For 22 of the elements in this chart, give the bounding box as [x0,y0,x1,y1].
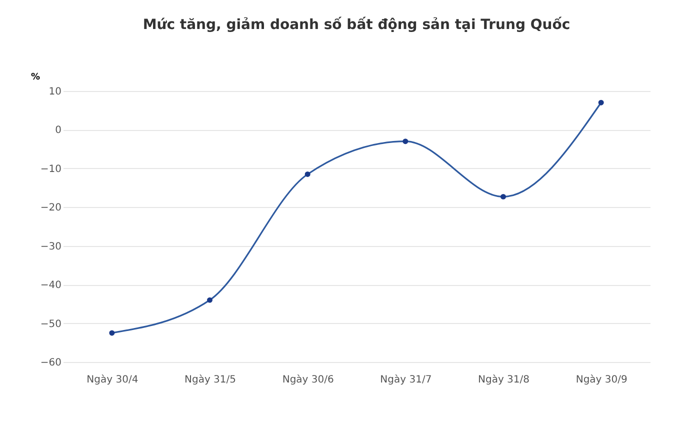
x-tick-label: Ngày 30/9 [576,374,628,386]
x-tick-label: Ngày 31/8 [478,374,530,386]
point [109,330,115,336]
point [500,194,506,200]
x-tick-label: Ngày 30/4 [86,374,138,386]
point [304,172,310,177]
y-axis-title: % [30,72,40,82]
y-tick-label: −40 [40,280,62,292]
y-tick-label: −60 [40,358,62,368]
x-tick-label: Ngày 31/5 [184,374,236,386]
point [402,138,408,144]
chart-title: Mức tăng, giảm doanh số bất động sản tại Trung Quốc [142,16,570,33]
y-tick-label: −30 [40,241,62,252]
x-tick-label: Ngày 30/6 [282,374,334,386]
point [598,100,604,106]
x-tick-label: Ngày 31/7 [380,374,432,386]
y-tick-label: 10 [48,86,62,98]
point [207,297,212,303]
y-tick-label: −20 [40,202,62,214]
y-tick-label: −10 [40,164,62,175]
y-tick-label: −50 [40,318,62,330]
y-tick-label: 0 [55,125,62,136]
